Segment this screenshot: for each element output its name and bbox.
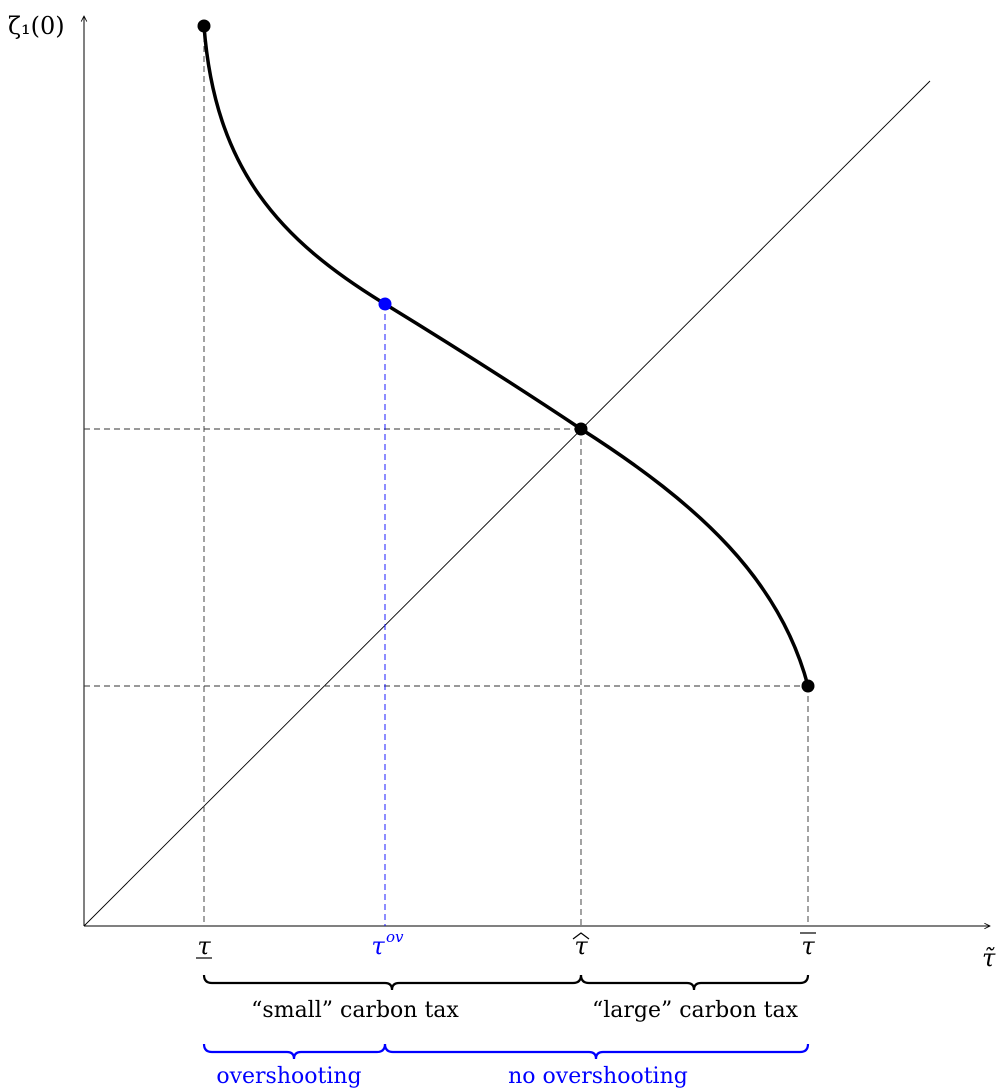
tick-tau-bar: τ bbox=[800, 932, 816, 960]
y-axis-label: ζ₁(0) bbox=[8, 12, 65, 40]
brace-large-tax bbox=[579, 974, 810, 991]
tick-tau-low-label: τ bbox=[197, 932, 211, 960]
brace-no-overshooting bbox=[383, 1043, 810, 1060]
x-axis-label: τ̃ bbox=[982, 944, 996, 972]
forty-five-degree-line bbox=[83, 80, 931, 927]
tick-tau-low: τ bbox=[196, 932, 212, 960]
tick-tau-ov-label: τ bbox=[371, 932, 385, 960]
tick-tau-hat-label: τ bbox=[574, 932, 588, 960]
hat-mark bbox=[572, 932, 590, 940]
tick-tau-ov-superscript: ov bbox=[386, 928, 404, 946]
brace-overshooting bbox=[202, 1043, 387, 1060]
label-overshooting: overshooting bbox=[216, 1064, 361, 1089]
label-large-tax: “large” carbon tax bbox=[592, 998, 799, 1023]
point-tau-bar bbox=[801, 679, 815, 693]
tick-tau-hat: τ bbox=[572, 932, 590, 960]
tick-tau-ov: τ ov bbox=[371, 928, 404, 960]
guide-lines bbox=[84, 26, 809, 926]
label-small-tax: “small” carbon tax bbox=[251, 998, 459, 1023]
label-no-overshooting: no overshooting bbox=[508, 1064, 688, 1089]
point-tau-low bbox=[197, 19, 211, 33]
point-tau-ov bbox=[378, 297, 392, 311]
brace-small-tax bbox=[202, 974, 583, 991]
zeta-curve bbox=[202, 25, 810, 687]
point-tau-hat bbox=[574, 422, 588, 436]
tick-tau-bar-label: τ bbox=[801, 932, 815, 960]
